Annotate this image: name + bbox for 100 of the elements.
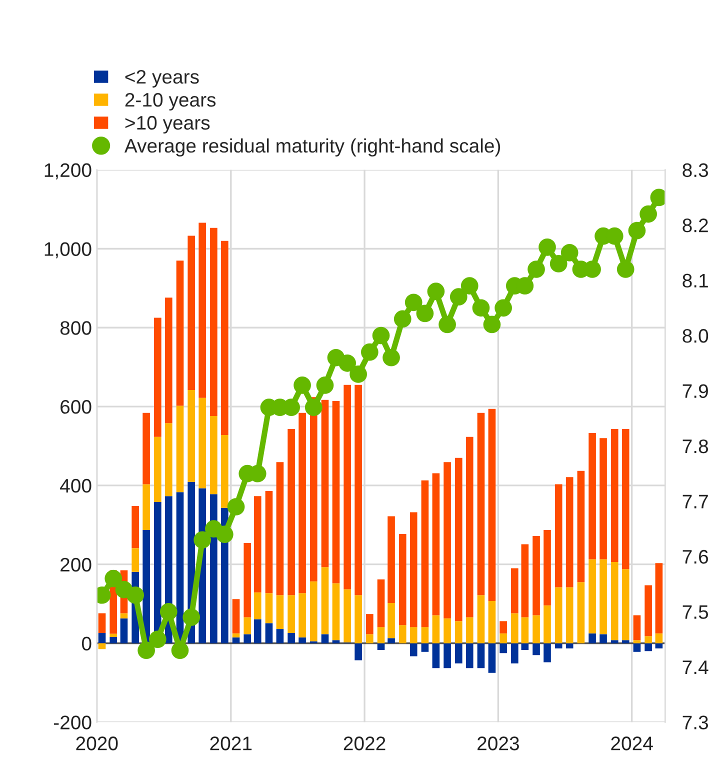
bar (444, 618, 451, 644)
point (394, 310, 412, 328)
bar (354, 643, 362, 660)
point (528, 260, 545, 278)
bar (254, 496, 262, 592)
point (427, 282, 445, 300)
bar (466, 436, 474, 618)
y-tick-label: 0 (82, 636, 92, 650)
bar (610, 429, 618, 562)
bar (633, 640, 641, 644)
bar (132, 548, 139, 572)
bar (421, 480, 429, 628)
bar (210, 228, 218, 416)
bar (388, 516, 395, 604)
bar (288, 429, 295, 596)
bar (432, 615, 440, 644)
bar (154, 318, 162, 437)
bar (244, 634, 252, 644)
bar (521, 643, 529, 650)
bar (254, 592, 262, 620)
bar (421, 627, 429, 644)
y2-tick-label: 7.7 (682, 494, 708, 508)
bar (477, 595, 485, 644)
bar (622, 429, 630, 570)
point (372, 326, 390, 344)
point (404, 294, 422, 312)
bar (198, 398, 206, 488)
bar (176, 492, 184, 644)
bar (198, 222, 206, 398)
bar (577, 582, 585, 644)
bar (633, 615, 641, 640)
bar (232, 599, 240, 634)
point (338, 354, 356, 372)
bar (577, 470, 585, 582)
bar (532, 643, 540, 656)
bar (221, 434, 228, 508)
x-tick-label: 2021 (210, 736, 252, 750)
bar (354, 595, 362, 644)
point (382, 348, 400, 366)
y2-tick-label: 7.9 (682, 384, 708, 398)
legend-label: >10 years (125, 116, 210, 134)
bar (566, 477, 574, 588)
bar (477, 412, 485, 596)
bar (377, 579, 385, 628)
x-tick-label: 2022 (344, 736, 386, 750)
bar (265, 593, 273, 624)
bar (566, 587, 574, 644)
bar (221, 240, 228, 435)
bar (332, 640, 340, 644)
bar (110, 636, 118, 644)
point (616, 260, 634, 278)
bar (110, 634, 118, 637)
bar (600, 438, 607, 560)
bar (610, 562, 618, 640)
bar (588, 432, 596, 560)
point (538, 238, 556, 256)
point (494, 299, 512, 317)
point (460, 277, 478, 294)
y2-tick-label: 7.3 (682, 716, 708, 730)
bar (254, 619, 262, 644)
bar (511, 643, 518, 664)
point (640, 205, 657, 223)
bar (398, 625, 406, 644)
y2-tick-label: 7.6 (682, 550, 708, 564)
point (550, 255, 568, 272)
point (148, 630, 166, 648)
bar (521, 544, 529, 618)
bar (544, 530, 551, 606)
y2-tick-label: 8.2 (682, 218, 708, 232)
y2-tick-label: 7.8 (682, 439, 708, 454)
bar (500, 633, 507, 644)
bar (554, 643, 562, 648)
point (171, 642, 189, 660)
bar (142, 412, 150, 484)
bar (454, 458, 462, 622)
x-tick-label: 2023 (478, 736, 519, 750)
bar (244, 617, 252, 634)
bar (276, 462, 284, 596)
point (138, 642, 155, 660)
bar (132, 506, 139, 548)
point (416, 304, 434, 322)
y-tick-label: 1,000 (44, 242, 92, 258)
legend-label: 2-10 years (125, 92, 216, 111)
bar (644, 585, 652, 636)
bar (466, 643, 474, 668)
bar (588, 559, 596, 634)
y2-tick-label: 8.1 (682, 274, 708, 288)
bar (98, 613, 106, 633)
bar (176, 260, 184, 406)
legend-label: Average residual maturity (right-hand scale) (124, 138, 500, 157)
bar (622, 640, 630, 644)
bar (655, 643, 663, 648)
bar (366, 634, 374, 644)
bar (532, 536, 540, 616)
bar (610, 640, 618, 644)
bar (98, 633, 106, 644)
bar (164, 298, 172, 424)
point (350, 366, 367, 383)
bar (176, 406, 184, 492)
point (104, 570, 122, 588)
